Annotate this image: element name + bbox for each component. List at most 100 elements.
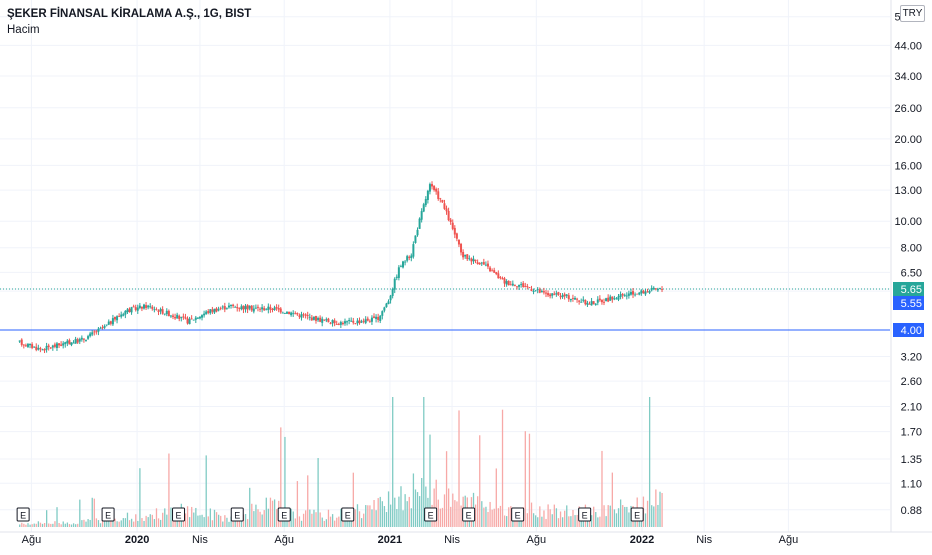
currency-badge[interactable]: TRY [900, 5, 925, 22]
earnings-event-marker[interactable]: E [630, 507, 644, 522]
price-badge-bg [893, 296, 924, 310]
candle [368, 319, 371, 323]
candle-body [140, 306, 143, 309]
candle [147, 304, 150, 310]
earnings-event-marker[interactable]: E [424, 507, 438, 522]
candle [505, 279, 508, 287]
candle [180, 316, 183, 322]
volume-bar [244, 514, 247, 527]
candle [491, 268, 494, 272]
candle [285, 311, 288, 314]
volume-bar [228, 521, 230, 527]
price-tick-label: 26.00 [894, 103, 922, 115]
volume-bar [211, 520, 214, 527]
volume-bar [532, 513, 535, 527]
candle [296, 312, 299, 316]
candle-body [66, 340, 69, 344]
candle [337, 322, 340, 326]
volume-bar [164, 508, 166, 527]
candle-body [327, 318, 330, 323]
candle [250, 305, 253, 312]
candle [134, 304, 137, 312]
price-tick-label: 2.10 [901, 401, 922, 413]
earnings-event-marker[interactable]: E [172, 507, 186, 522]
volume-bar [159, 519, 162, 527]
volume-bar [43, 523, 46, 527]
symbol-title[interactable]: ŞEKER FİNANSAL KİRALAMA A.Ş., 1G, BIST [7, 8, 252, 20]
candle-body [78, 339, 81, 342]
volume-bar [479, 435, 481, 527]
candle-body [323, 319, 326, 321]
candle-body [455, 233, 458, 239]
candle [468, 255, 471, 261]
earnings-event-marker[interactable]: E [341, 507, 355, 522]
candle-body [82, 338, 85, 340]
candle-body [375, 316, 378, 319]
candle-body [223, 306, 226, 310]
candle [627, 290, 630, 299]
event-marker-box [277, 507, 291, 522]
earnings-event-marker[interactable]: E [578, 507, 592, 522]
earnings-event-marker[interactable]: E [462, 507, 476, 522]
candle-body [424, 199, 427, 206]
candle [418, 217, 421, 229]
candle [271, 307, 274, 313]
candle-body [331, 319, 334, 324]
volume-bar [48, 523, 50, 527]
candle-body [321, 318, 324, 323]
candle-body [211, 309, 214, 312]
candle [136, 304, 139, 314]
earnings-event-marker[interactable]: E [277, 507, 291, 522]
candle [466, 253, 469, 261]
candle-body [389, 295, 392, 301]
candle-body [613, 298, 616, 300]
candle-body [31, 344, 34, 348]
price-badge: 5.65 [893, 282, 924, 296]
candle [308, 313, 311, 321]
volume-bar [619, 499, 622, 527]
candle-body [203, 313, 206, 316]
volume-bar [315, 512, 317, 527]
candle-body [304, 314, 307, 316]
price-tick-label: 1.70 [901, 427, 922, 439]
candle-body [248, 305, 251, 309]
volume-bar [280, 427, 282, 527]
candle [167, 309, 170, 317]
candle-body [157, 310, 160, 312]
candle-body [385, 303, 388, 308]
candle [314, 315, 317, 324]
candle-body [433, 185, 436, 190]
earnings-event-marker[interactable]: E [16, 507, 30, 522]
price-badge-bg [893, 323, 924, 337]
candle-body [348, 319, 351, 322]
earnings-event-marker[interactable]: E [230, 507, 244, 522]
volume-bar [622, 505, 624, 527]
candle [453, 225, 456, 239]
candle-body [93, 331, 96, 333]
candle-body [341, 322, 344, 325]
volume-bar [624, 506, 626, 527]
candle-body [227, 305, 230, 308]
earnings-event-marker[interactable]: E [101, 507, 115, 522]
candle-body [354, 323, 357, 325]
earnings-event-marker[interactable]: E [511, 507, 525, 522]
candle [29, 343, 32, 349]
candle-body [408, 256, 411, 258]
volume-bar [541, 516, 543, 527]
time-axis[interactable]: Ağu 2020 Nis Ağu 2021 Nis Ağu 2022 Nis Ağu [0, 531, 932, 546]
candle [283, 312, 286, 314]
time-tick-label: Ağu [274, 534, 294, 546]
volume-bar [481, 501, 483, 527]
candle [625, 292, 628, 300]
volume-bar [379, 496, 381, 527]
candle [176, 312, 179, 319]
volume-bar [108, 520, 110, 527]
volume-indicator-label[interactable]: Hacim [7, 24, 40, 36]
volume-bar [188, 517, 191, 527]
candle [449, 217, 452, 225]
candle [223, 302, 226, 313]
candle-body [111, 318, 114, 325]
price-axis[interactable]: 56.0044.0034.0026.0020.0016.0013.0010.00… [890, 0, 924, 532]
